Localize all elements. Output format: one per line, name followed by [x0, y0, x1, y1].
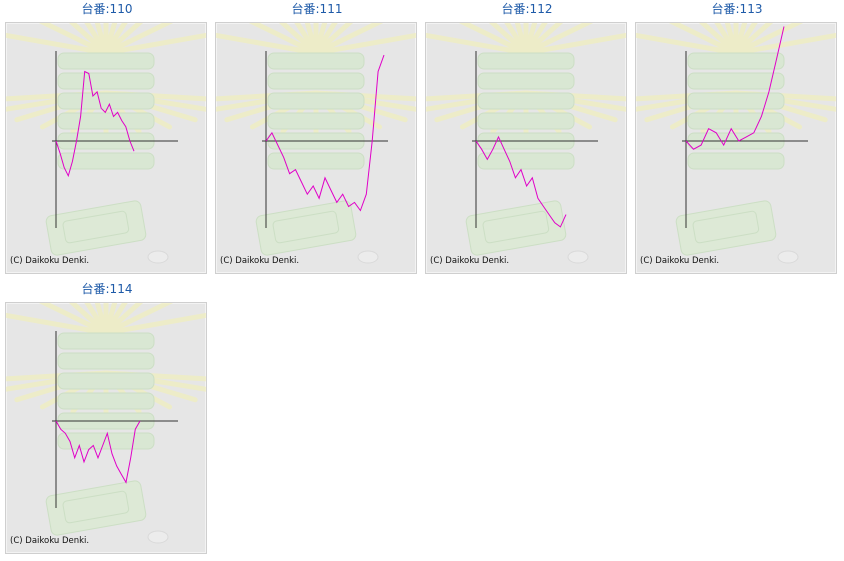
slump-line [55, 420, 141, 484]
machine-cell-112: 台番:112 (C) Daikoku Denki. [425, 0, 629, 274]
graph-panel: (C) Daikoku Denki. [215, 22, 417, 274]
machine-illustration [6, 23, 206, 264]
machine-title-link[interactable]: 台番:114 [81, 282, 133, 296]
machine-cell-114: 台番:114 (C) Daikoku Denki. [5, 280, 209, 554]
machine-illustration [426, 23, 626, 264]
graph-panel: (C) Daikoku Denki. [5, 22, 207, 274]
machine-cell-110: 台番:110 (C) Daikoku Denki. [5, 0, 209, 274]
graph-panel: (C) Daikoku Denki. [5, 302, 207, 554]
copyright-text: (C) Daikoku Denki. [10, 536, 90, 546]
machine-title-link[interactable]: 台番:112 [501, 2, 553, 16]
slump-graph-svg [6, 23, 206, 264]
slump-graph-svg [6, 303, 206, 544]
slump-graph-svg [636, 23, 836, 264]
copyright-text: (C) Daikoku Denki. [640, 256, 720, 266]
slump-graph-svg [216, 23, 416, 264]
slump-line [265, 54, 385, 212]
copyright-text: (C) Daikoku Denki. [220, 256, 300, 266]
machine-title-link[interactable]: 台番:110 [81, 2, 133, 16]
slump-line [475, 135, 567, 228]
machine-title-link[interactable]: 台番:113 [711, 2, 763, 16]
slump-line [55, 70, 135, 178]
graph-panel: (C) Daikoku Denki. [425, 22, 627, 274]
copyright-text: (C) Daikoku Denki. [10, 256, 90, 266]
machine-cell-113: 台番:113 (C) Daikoku Denki. [635, 0, 839, 274]
machine-illustration [636, 23, 836, 264]
copyright-text: (C) Daikoku Denki. [430, 256, 510, 266]
graph-panel: (C) Daikoku Denki. [635, 22, 837, 274]
slump-graph-svg [426, 23, 626, 264]
machine-illustration [216, 23, 416, 264]
machine-cell-111: 台番:111 (C) Daikoku Denki. [215, 0, 419, 274]
slump-line [685, 26, 785, 150]
machine-title-link[interactable]: 台番:111 [291, 2, 343, 16]
machine-illustration [6, 303, 206, 544]
